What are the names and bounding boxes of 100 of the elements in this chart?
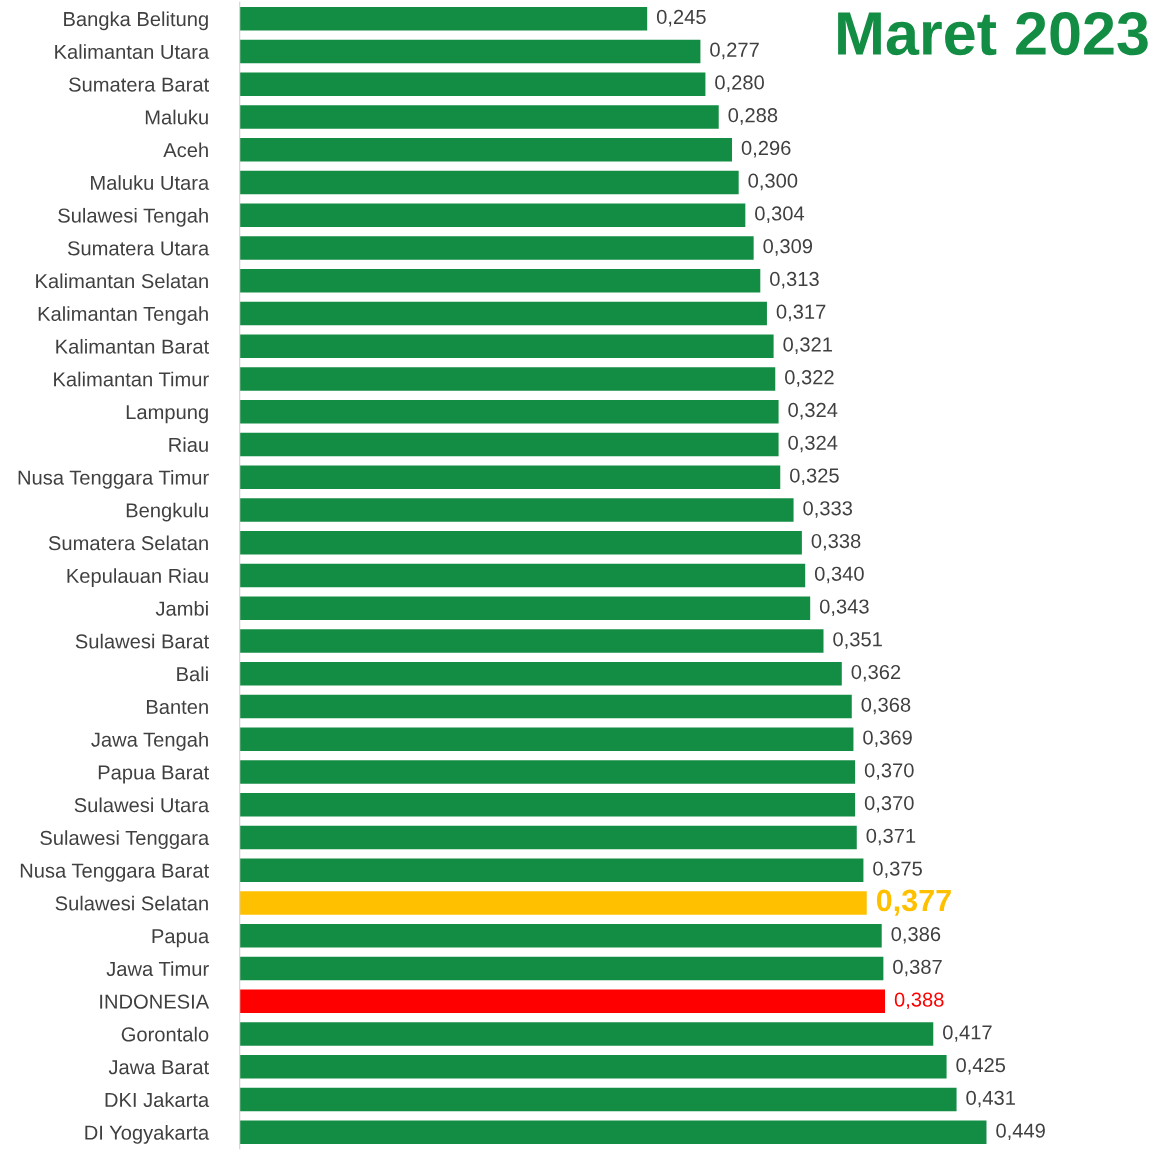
- y-tick-label: Kalimantan Barat: [56, 338, 210, 354]
- data-label: 0,304: [755, 206, 805, 223]
- data-label: 0,245: [656, 9, 706, 27]
- bar: [239, 530, 802, 555]
- y-tick-label: Maluku: [145, 109, 208, 125]
- y-tick-label: Papua Barat: [98, 765, 210, 784]
- bar: [239, 1022, 934, 1046]
- bar: [239, 661, 842, 686]
- bar: [239, 956, 884, 981]
- data-label: 0,387: [893, 959, 942, 977]
- y-tick-label: Sumatera Utara: [67, 241, 210, 256]
- y-tick-label: Kalimantan Tengah: [38, 306, 208, 325]
- bar: [239, 236, 754, 260]
- y-tick-label: Sulawesi Selatan: [55, 895, 208, 911]
- data-label: 0,296: [741, 140, 791, 158]
- data-label: 0,375: [873, 861, 922, 879]
- y-tick-label: Gorontalo: [121, 1026, 209, 1042]
- data-label: 0,377: [876, 889, 951, 916]
- y-tick-label: Papua: [152, 929, 210, 948]
- bar: [239, 563, 806, 588]
- bar: [239, 399, 779, 424]
- y-tick-label: Banten: [146, 699, 208, 715]
- bar: [239, 465, 781, 490]
- bar: [239, 989, 886, 1014]
- data-label: 0,300: [748, 173, 798, 191]
- bar: [239, 105, 719, 129]
- data-label: 0,369: [863, 730, 912, 748]
- y-tick-label: DI Yogyakarta: [85, 1125, 210, 1144]
- data-label: 0,388: [894, 992, 944, 1010]
- data-label: 0,370: [864, 795, 914, 813]
- y-tick-label: Kalimantan Selatan: [36, 273, 208, 289]
- y-tick-label: Jawa Tengah: [91, 731, 208, 751]
- data-label: 0,309: [763, 239, 813, 256]
- bar: [239, 268, 761, 293]
- bar: [239, 301, 767, 326]
- y-tick-label: Kepulauan Riau: [67, 568, 208, 587]
- y-tick-label: Sulawesi Barat: [75, 633, 210, 649]
- data-label: 0,321: [783, 337, 832, 355]
- y-tick-label: Nusa Tenggara Barat: [20, 863, 210, 882]
- bar: [239, 137, 733, 162]
- bar: [239, 1087, 957, 1112]
- chart-title: Maret 2023: [838, 11, 1148, 56]
- bar: [239, 39, 701, 64]
- bar: [239, 727, 854, 752]
- data-label: 0,324: [788, 402, 838, 420]
- data-label: 0,368: [861, 697, 911, 715]
- y-tick-label: DKI Jakarta: [105, 1092, 210, 1108]
- bar: [239, 367, 776, 391]
- data-label: 0,362: [851, 664, 901, 682]
- data-label: 0,386: [891, 926, 941, 944]
- y-tick-label: Bali: [177, 666, 208, 682]
- y-tick-label: Aceh: [163, 142, 208, 158]
- y-tick-label: Riau: [169, 437, 208, 452]
- data-label: 0,325: [790, 468, 839, 486]
- y-tick-label: Maluku Utara: [91, 175, 210, 190]
- bar: [239, 1055, 947, 1079]
- bar: [239, 694, 852, 719]
- data-label: 0,343: [819, 599, 869, 617]
- y-tick-label: Bangka Belitung: [64, 11, 208, 31]
- y-tick-label: Lampung: [126, 405, 208, 424]
- data-label: 0,324: [788, 435, 838, 453]
- data-label: 0,449: [996, 1123, 1045, 1141]
- y-tick-label: Jawa Barat: [108, 1060, 210, 1075]
- y-tick-label: Kalimantan Utara: [55, 44, 210, 59]
- y-tick-label: INDONESIA: [100, 994, 210, 1009]
- bar: [239, 6, 648, 31]
- data-label: 0,417: [943, 1025, 992, 1042]
- data-label: 0,431: [966, 1090, 1015, 1108]
- bar: [239, 858, 864, 883]
- data-label: 0,288: [728, 108, 778, 125]
- data-label: 0,340: [814, 566, 864, 584]
- data-label: 0,425: [956, 1057, 1006, 1075]
- data-label: 0,317: [776, 304, 826, 322]
- bar: [239, 891, 867, 915]
- y-tick-label: Nusa Tenggara Timur: [18, 469, 209, 489]
- bar: [239, 203, 746, 227]
- data-label: 0,370: [864, 763, 914, 780]
- y-tick-label: Sumatera Barat: [69, 77, 210, 92]
- y-tick-label: Sulawesi Utara: [74, 797, 210, 813]
- y-tick-label: Sumatera Selatan: [48, 535, 208, 551]
- bar: [239, 170, 739, 195]
- bar: [239, 432, 779, 457]
- data-label: 0,371: [866, 828, 916, 846]
- bar: [239, 760, 856, 784]
- bar: [239, 1120, 987, 1145]
- data-label: 0,280: [715, 75, 764, 92]
- bar: [239, 596, 811, 621]
- bar: [239, 334, 774, 359]
- y-tick-label: Kalimantan Timur: [54, 371, 209, 387]
- bar: [239, 72, 706, 96]
- data-label: 0,322: [785, 370, 834, 387]
- data-label: 0,277: [710, 42, 759, 60]
- bar: [239, 629, 824, 653]
- y-tick-label: Jambi: [155, 600, 208, 616]
- bar: [239, 924, 882, 948]
- data-label: 0,351: [833, 632, 882, 649]
- data-label: 0,313: [770, 271, 819, 289]
- y-tick-label: Sulawesi Tengah: [58, 207, 208, 227]
- data-label: 0,338: [811, 533, 861, 551]
- y-tick-label: Sulawesi Tenggara: [40, 830, 210, 850]
